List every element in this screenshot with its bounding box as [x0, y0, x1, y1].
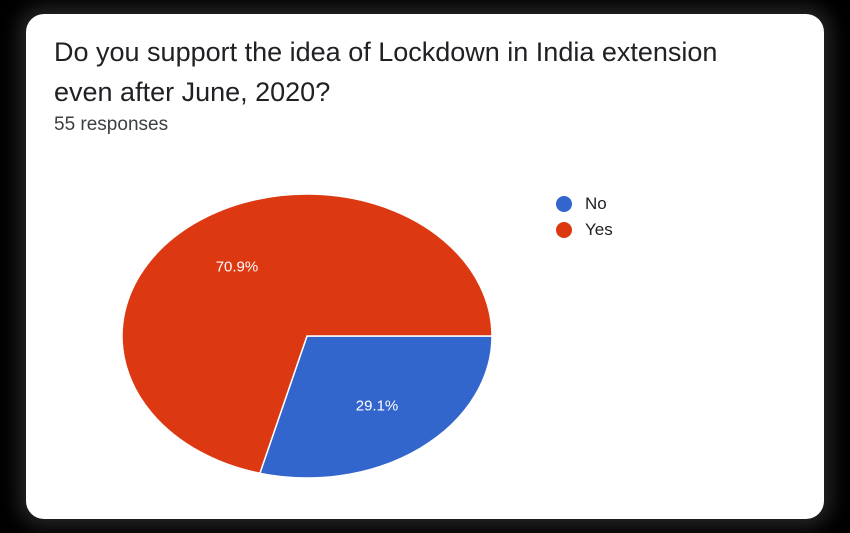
pie-slice-yes[interactable] [121, 193, 493, 475]
chart-title: Do you support the idea of Lockdown in I… [54, 37, 718, 107]
pie-slice-no[interactable] [258, 335, 493, 479]
slice-label-no: 29.1% [356, 398, 399, 415]
chart-legend: No Yes [556, 191, 613, 243]
pie-chart: 29.1% 70.9% [121, 193, 493, 479]
chart-card: Do you support the idea of Lockdown in I… [26, 14, 824, 519]
legend-swatch-no [556, 196, 572, 212]
legend-item-yes[interactable]: Yes [556, 217, 613, 243]
legend-swatch-yes [556, 222, 572, 238]
slice-label-yes: 70.9% [216, 258, 259, 275]
legend-label-yes: Yes [585, 220, 613, 239]
legend-item-no[interactable]: No [556, 191, 613, 217]
legend-label-no: No [585, 194, 607, 213]
response-count: 55 responses [54, 114, 169, 135]
